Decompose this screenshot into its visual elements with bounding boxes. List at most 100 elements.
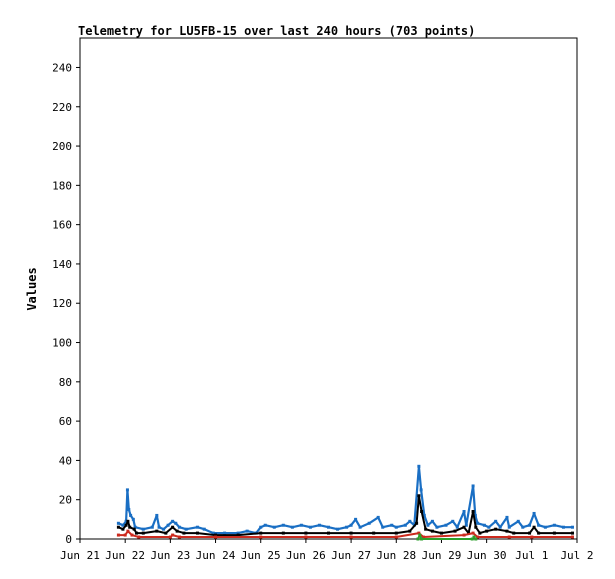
data-point [507, 525, 511, 529]
data-point [426, 523, 430, 527]
data-point [471, 509, 475, 513]
data-point [453, 529, 457, 533]
data-point [116, 533, 120, 537]
chart-title: Telemetry for LU5FB-15 over last 240 hou… [78, 24, 475, 38]
data-point [561, 525, 565, 529]
data-point [358, 525, 362, 529]
data-point [299, 523, 303, 527]
data-point [476, 535, 480, 539]
data-point [487, 525, 491, 529]
data-point [570, 535, 574, 539]
x-tick-label: Jun 30 [467, 549, 507, 562]
x-tick-label: Jun 21 [60, 549, 100, 562]
data-point [462, 533, 466, 537]
x-tick-label: Jun 26 [286, 549, 326, 562]
data-point [155, 513, 159, 517]
data-point [281, 523, 285, 527]
data-point [485, 529, 489, 533]
data-point [430, 529, 434, 533]
data-point [116, 521, 120, 525]
y-tick-label: 100 [52, 337, 72, 350]
data-point [281, 531, 285, 535]
x-tick-label: Jul 2 [560, 549, 593, 562]
data-point [123, 533, 127, 537]
data-point [141, 531, 145, 535]
x-axis: Jun 21 Jun 22 Jun 23 Jun 24 Jun 25 Jun 26 Jun … [60, 539, 594, 562]
data-point [336, 527, 340, 531]
series-line [117, 465, 573, 535]
data-point [259, 535, 263, 539]
series-1 [116, 494, 574, 537]
data-point [417, 494, 421, 498]
data-point [349, 523, 353, 527]
data-point [472, 535, 476, 539]
data-point [214, 533, 218, 537]
data-point [521, 525, 525, 529]
data-point [543, 525, 547, 529]
data-point [133, 525, 137, 529]
data-point [259, 525, 263, 529]
series-2 [116, 529, 574, 539]
data-point [124, 523, 128, 527]
data-point [177, 535, 181, 539]
data-point [451, 519, 455, 523]
x-tick-label: Jul 1 [515, 549, 548, 562]
data-point [327, 525, 330, 529]
y-tick-label: 200 [52, 140, 72, 153]
data-point [125, 488, 129, 492]
data-point [126, 519, 130, 523]
data-point [354, 517, 358, 521]
data-point [174, 521, 178, 525]
data-point [416, 537, 420, 541]
data-point [317, 523, 321, 527]
data-point [177, 525, 181, 529]
data-point [420, 509, 424, 513]
data-point [430, 519, 434, 523]
y-tick-label: 140 [52, 258, 72, 271]
data-point [367, 521, 371, 525]
data-point [537, 523, 541, 527]
data-point [304, 531, 308, 535]
data-point [124, 519, 128, 523]
data-point [471, 484, 475, 488]
data-point [476, 521, 480, 525]
y-tick-label: 220 [52, 101, 72, 114]
data-point [505, 515, 509, 519]
data-point [121, 527, 125, 531]
data-point [418, 533, 422, 537]
data-point [263, 523, 267, 527]
data-point [195, 525, 199, 529]
data-point [498, 525, 502, 529]
data-point [137, 535, 141, 539]
data-point [134, 531, 138, 535]
data-point [471, 531, 475, 535]
data-point [528, 531, 532, 535]
data-point [394, 531, 398, 535]
data-point [184, 527, 188, 531]
y-tick-label: 80 [59, 376, 72, 389]
y-tick-label: 0 [65, 533, 72, 546]
data-point [155, 529, 159, 533]
data-point [290, 525, 294, 529]
data-point [482, 523, 486, 527]
series-group [116, 464, 574, 541]
data-point [390, 523, 394, 527]
data-point [512, 531, 516, 535]
data-point [121, 523, 125, 527]
data-point [417, 531, 421, 535]
data-point [127, 508, 131, 512]
data-point [345, 525, 349, 529]
data-point [131, 517, 135, 521]
data-point [308, 525, 312, 529]
data-point [473, 513, 477, 517]
data-point [304, 535, 308, 539]
data-point [132, 527, 136, 531]
data-point [424, 527, 428, 531]
data-point [415, 521, 419, 525]
y-axis-label: Values [25, 267, 39, 310]
data-point [245, 529, 249, 533]
data-point [474, 525, 478, 529]
data-point [462, 525, 466, 529]
data-point [175, 529, 179, 533]
data-point [444, 523, 448, 527]
